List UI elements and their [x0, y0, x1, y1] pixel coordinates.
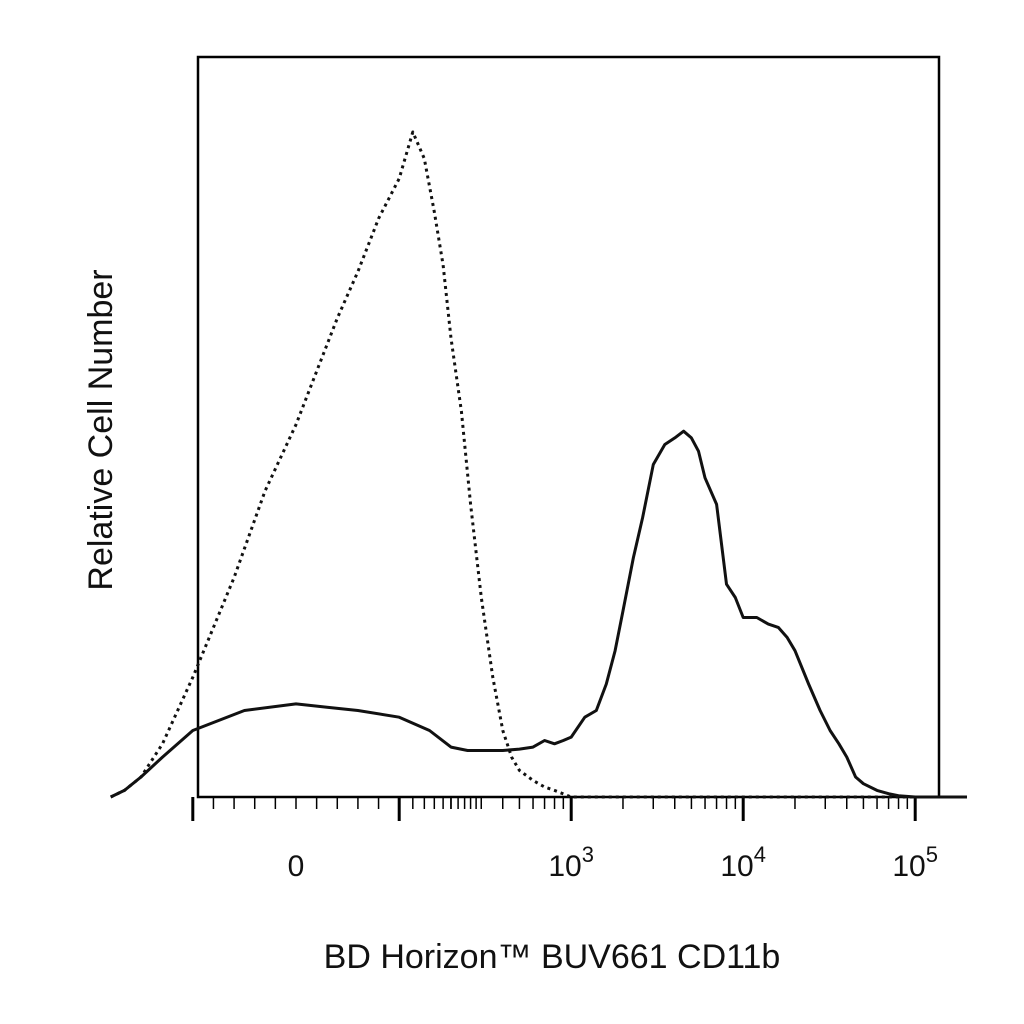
series-line-dotted: [110, 130, 967, 799]
y-axis-label: Relative Cell Number: [82, 269, 120, 590]
x-tick-labels: 0 103 104 105: [288, 842, 938, 883]
x-minor-ticks: [212, 797, 909, 809]
series-line-solid: [110, 429, 967, 799]
x-tick-label: 105: [892, 842, 938, 883]
x-tick-label: 0: [288, 850, 305, 883]
x-tick-label: 104: [720, 842, 766, 883]
x-major-ticks: [191, 797, 917, 821]
x-axis-label: BD Horizon™ BUV661 CD11b: [324, 938, 781, 976]
series-layer: [110, 130, 967, 799]
plot-frame: [196, 55, 941, 799]
x-tick-label: 103: [548, 842, 594, 883]
